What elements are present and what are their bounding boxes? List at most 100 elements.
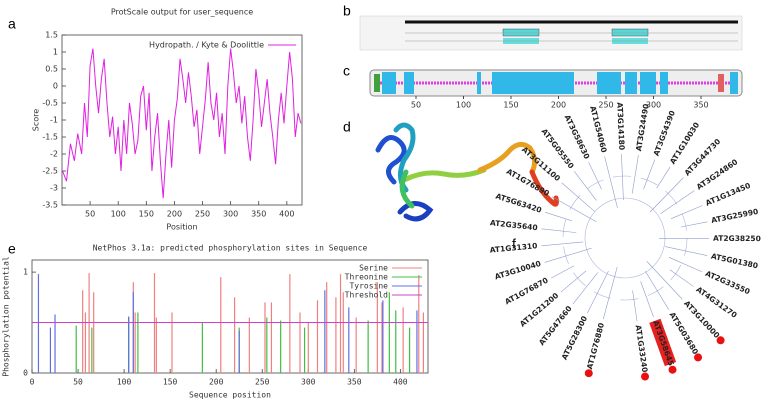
- x-tick-label: 350: [251, 210, 266, 219]
- y-tick-label: 1.5: [45, 31, 58, 40]
- legend-label: Serine: [359, 264, 388, 273]
- y-tick-label: -1.5: [42, 133, 58, 142]
- tree-branch: [646, 261, 683, 300]
- x-tick-label: 150: [139, 210, 154, 219]
- panel-label: a: [8, 16, 16, 32]
- x-tick-label: 0: [30, 378, 35, 387]
- bar: [418, 275, 420, 373]
- legend-label: Tyrosine: [349, 282, 388, 291]
- leaf-label: AT3G14180: [615, 102, 626, 150]
- x-tick-label: 150: [163, 378, 178, 387]
- bar: [348, 307, 350, 373]
- tree-branch: [669, 269, 694, 287]
- bar: [134, 312, 136, 373]
- x-axis-label: Position: [166, 223, 197, 232]
- marker-dot: [641, 372, 650, 381]
- tree-ring: [562, 175, 688, 301]
- y-axis-label: Score: [32, 109, 41, 131]
- bar: [264, 302, 266, 373]
- panel-label: e: [8, 241, 16, 257]
- tree-branch: [544, 211, 572, 222]
- y-tick-label: 1: [23, 268, 28, 277]
- tree-branch: [631, 155, 639, 194]
- y-axis-label: Phosphorylation potential: [2, 256, 11, 377]
- y-tick-label: -1: [50, 116, 58, 125]
- sequence-map: 50 100 150 200 250 300 350: [369, 69, 743, 110]
- bar: [355, 317, 357, 373]
- x-axis-label: Sequence position: [189, 391, 271, 400]
- scale-label: 150: [503, 101, 518, 110]
- bar: [49, 327, 52, 373]
- leaf-label: AT3G54390: [652, 109, 677, 157]
- x-tick-label: 200: [167, 210, 182, 219]
- leaf-label: AT3G25990: [710, 207, 759, 225]
- y-tick-label: 0: [53, 82, 58, 91]
- tree-branch: [621, 154, 624, 201]
- bar: [299, 312, 301, 373]
- bar: [381, 302, 383, 373]
- leaf-label: AT3G24490: [634, 103, 651, 152]
- x-tick-label: 50: [85, 210, 95, 219]
- bar: [416, 310, 418, 373]
- tree-branch: [670, 205, 703, 219]
- scale-label: 300: [646, 101, 661, 110]
- bar: [326, 282, 328, 373]
- bar: [339, 274, 342, 373]
- x-tick-label: 200: [209, 378, 224, 387]
- data-line: [62, 48, 302, 199]
- bar: [382, 300, 384, 373]
- y-tick-label: 0.5: [45, 65, 58, 74]
- tree-branch: [660, 190, 695, 214]
- tree-branch: [602, 266, 618, 320]
- bar: [280, 320, 282, 373]
- x-tick-label: 400: [279, 210, 294, 219]
- bar: [324, 290, 326, 373]
- panel-label: d: [343, 119, 351, 135]
- leaf-label: AT1G31310: [489, 241, 537, 254]
- bar: [395, 310, 397, 373]
- tree-branch: [573, 170, 597, 201]
- leaf-label: AT5G01380: [710, 252, 759, 271]
- tree-branch: [541, 241, 584, 247]
- bar: [234, 297, 236, 373]
- tree-branch: [587, 270, 609, 314]
- x-tick-label: 300: [301, 378, 316, 387]
- bar: [248, 317, 250, 373]
- tree-branch: [572, 272, 599, 305]
- bar: [220, 277, 222, 373]
- bar: [37, 274, 40, 373]
- legend-label: Threonine: [345, 273, 389, 282]
- leaf-label: AT1G76880: [585, 322, 606, 371]
- bar: [408, 327, 411, 373]
- x-tick-label: 50: [73, 378, 83, 387]
- tree-branch: [544, 247, 592, 263]
- bar: [238, 330, 240, 373]
- tree-branch: [541, 228, 577, 233]
- y-tick-label: -0.5: [42, 99, 58, 108]
- bar: [153, 273, 156, 373]
- bar: [388, 292, 390, 373]
- tree-branch: [551, 196, 597, 223]
- y-tick-label: -3: [50, 184, 58, 193]
- y-tick-label: -2: [50, 150, 58, 159]
- panel-label: b: [343, 3, 351, 19]
- bar: [289, 274, 291, 373]
- bar: [84, 312, 87, 373]
- tree-branch: [632, 290, 638, 322]
- x-tick-label: 100: [111, 210, 126, 219]
- tree-branch: [680, 221, 708, 228]
- bar: [88, 273, 90, 373]
- bar: [316, 300, 319, 373]
- bar: [307, 322, 309, 373]
- y-tick-label: 1: [53, 48, 58, 57]
- tree-branch: [649, 177, 684, 213]
- x-tick-label: 300: [223, 210, 238, 219]
- bar: [422, 312, 424, 373]
- bar: [132, 292, 134, 373]
- bar: [171, 312, 173, 373]
- tree-branch: [643, 159, 656, 190]
- bar: [128, 316, 130, 373]
- leaf-label: AT2G38250: [713, 234, 761, 243]
- leaf-label: AT1G33240: [634, 324, 650, 373]
